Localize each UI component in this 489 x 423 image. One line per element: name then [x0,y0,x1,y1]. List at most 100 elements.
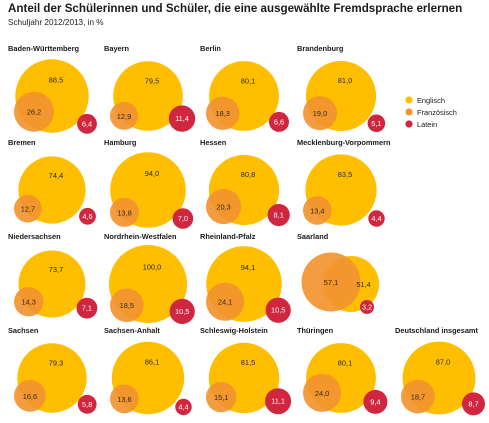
englisch-value: 73,7 [49,265,63,274]
latein-bubble [175,398,192,416]
englisch-value: 94,1 [241,263,255,272]
franzoesisch-value: 13,6 [117,395,131,404]
englisch-value: 74,4 [49,171,63,180]
state-label: Bremen [8,138,36,147]
latein-value: 10,5 [175,307,189,316]
state-label: Nordrhein-Westfalen [104,232,177,241]
franzoesisch-value: 15,1 [214,393,228,402]
state-label: Sachsen [8,326,39,335]
franzoesisch-value: 57,1 [324,278,338,287]
franzoesisch-value: 18,5 [120,301,134,310]
franzoesisch-value: 13,4 [310,206,324,215]
latein-value: 4,6 [82,212,92,221]
franzoesisch-bubble [110,384,139,414]
franzoesisch-bubble [303,373,342,412]
englisch-value: 80,1 [241,76,255,85]
legend-swatch [405,108,413,116]
panel-bremen: Bremen 74,4 12,7 4,6 [8,138,96,225]
panel-niedersachsen: Niedersachsen 73,7 14,3 7,1 [8,232,98,319]
franzoesisch-value: 18,7 [411,393,425,402]
franzoesisch-bubble [110,101,138,130]
latein-value: 7,0 [178,214,188,223]
franzoesisch-value: 16,6 [23,392,37,401]
latein-bubble [77,113,97,134]
panel-saarland: Saarland 57,1 51,4 3,2 [297,232,379,314]
englisch-value: 86,1 [145,358,159,367]
franzoesisch-bubble [110,197,139,227]
franzoesisch-value: 14,3 [22,298,36,307]
franzoesisch-bubble [14,194,42,223]
state-label: Niedersachsen [8,232,61,241]
latein-value: 6,4 [82,119,92,128]
state-label: Saarland [297,232,329,241]
englisch-value: 83,5 [338,170,352,179]
latein-value: 4,4 [178,403,188,412]
latein-value: 7,1 [82,304,92,313]
latein-bubble [368,210,385,227]
latein-bubble [363,389,388,414]
latein-bubble [79,207,96,225]
englisch-value: 88,5 [49,76,63,85]
latein-value: 10,5 [271,306,285,315]
legend-item-englisch: Englisch [405,96,445,105]
latein-bubble [462,392,485,416]
panel-sachsen-anhalt: Sachsen-Anhalt 86,1 13,6 4,4 [104,326,192,416]
franzoesisch-value: 26,2 [27,108,41,117]
latein-bubble [168,105,196,132]
state-label: Brandenburg [297,44,344,53]
state-panels: Baden-Württemberg 88,5 26,2 6,4 Bayern 79,5 12… [8,44,485,416]
panel-thueringen: Thüringen 80,1 24,0 9,4 [297,326,388,414]
franzoesisch-bubble [303,196,332,225]
legend-label: Englisch [417,96,445,105]
englisch-value: 81,5 [241,358,255,367]
legend-swatch [405,96,413,104]
latein-bubble [265,297,291,323]
latein-bubble [169,298,195,324]
franzoesisch-bubble [303,96,337,131]
panel-sachsen: Sachsen 79,3 16,6 5,8 [8,326,97,414]
franzoesisch-value: 24,1 [218,298,232,307]
latein-value: 3,2 [362,303,372,312]
panel-rheinland-pfalz: Rheinland-Pfalz 94,1 24,1 10,5 [200,232,291,323]
latein-value: 9,4 [370,397,380,406]
panel-nordrhein-westfalen: Nordrhein-Westfalen 100,0 18,5 10,5 [104,232,195,324]
franzoesisch-bubble [14,379,46,412]
franzoesisch-bubble [301,252,361,312]
state-label: Schleswig-Holstein [200,326,268,335]
state-label: Hessen [200,138,227,147]
panel-schleswig-holstein: Schleswig-Holstein 81,5 15,1 11,1 [200,326,292,415]
state-label: Deutschland insgesamt [395,326,478,335]
state-label: Rheinland-Pfalz [200,232,256,241]
englisch-value: 51,4 [356,280,370,289]
latein-value: 5,8 [82,400,92,409]
franzoesisch-value: 13,8 [117,208,131,217]
chart-subtitle: Schuljahr 2012/2013, in % [8,18,104,27]
panel-bayern: Bayern 79,5 12,9 11,4 [104,44,196,132]
latein-value: 11,4 [175,114,189,123]
franzoesisch-bubble [110,288,144,323]
englisch-value: 80,1 [338,358,352,367]
franzoesisch-bubble [206,282,245,321]
latein-bubble [76,297,98,319]
state-label: Bayern [104,44,130,53]
legend-label: Französisch [417,108,457,117]
latein-value: 8,1 [274,211,284,220]
franzoesisch-value: 12,9 [117,112,131,121]
panel-hessen: Hessen 80,8 20,3 8,1 [200,138,290,227]
franzoesisch-value: 19,0 [313,109,327,118]
englisch-value: 94,0 [145,169,159,178]
latein-bubble [367,114,386,133]
chart-title: Anteil der Schülerinnen und Schüler, die… [8,2,463,15]
franzoesisch-bubble [14,91,54,132]
latein-value: 5,1 [371,119,381,128]
panel-baden-wuerttemberg: Baden-Württemberg 88,5 26,2 6,4 [8,44,97,134]
englisch-value: 79,5 [145,76,159,85]
franzoesisch-bubble [14,287,44,317]
franzoesisch-bubble [206,96,240,130]
englisch-value: 87,0 [436,358,450,367]
latein-bubble [360,300,374,314]
latein-value: 4,4 [371,214,381,223]
englisch-value: 100,0 [143,262,162,271]
legend-swatch [405,120,413,128]
